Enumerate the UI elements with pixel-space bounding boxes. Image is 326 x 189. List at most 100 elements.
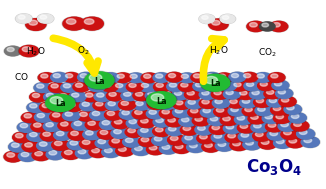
Circle shape <box>39 130 59 141</box>
Circle shape <box>156 74 163 78</box>
Circle shape <box>271 74 278 78</box>
Circle shape <box>262 113 280 123</box>
Circle shape <box>137 126 156 137</box>
Circle shape <box>230 99 237 104</box>
Circle shape <box>68 91 87 102</box>
Circle shape <box>174 91 182 95</box>
Circle shape <box>255 106 273 116</box>
Circle shape <box>37 84 44 88</box>
Circle shape <box>203 108 210 113</box>
Circle shape <box>238 131 256 142</box>
Circle shape <box>108 137 128 148</box>
Circle shape <box>158 99 177 110</box>
Circle shape <box>29 20 37 25</box>
Circle shape <box>30 92 47 102</box>
Circle shape <box>247 21 265 32</box>
Circle shape <box>141 137 149 142</box>
Circle shape <box>78 72 94 82</box>
Circle shape <box>112 82 130 92</box>
Circle shape <box>277 121 297 132</box>
Circle shape <box>228 133 235 138</box>
Circle shape <box>63 17 85 30</box>
Circle shape <box>287 105 294 110</box>
Circle shape <box>226 90 233 95</box>
Circle shape <box>115 145 135 156</box>
Text: La: La <box>94 77 105 86</box>
Circle shape <box>281 129 299 139</box>
Circle shape <box>199 98 216 108</box>
Circle shape <box>32 150 50 161</box>
Circle shape <box>21 141 41 152</box>
Circle shape <box>79 100 97 111</box>
Circle shape <box>284 104 302 114</box>
Circle shape <box>256 98 264 103</box>
Circle shape <box>75 83 83 87</box>
Circle shape <box>206 74 214 78</box>
Circle shape <box>119 109 137 119</box>
Circle shape <box>261 113 281 124</box>
Circle shape <box>104 110 123 120</box>
Circle shape <box>88 72 106 83</box>
Circle shape <box>52 140 70 150</box>
Circle shape <box>161 101 169 105</box>
Circle shape <box>153 117 171 127</box>
Circle shape <box>254 97 271 107</box>
Circle shape <box>289 139 297 143</box>
Circle shape <box>199 90 216 99</box>
Circle shape <box>259 22 275 31</box>
Circle shape <box>201 141 221 153</box>
Circle shape <box>199 89 217 100</box>
Circle shape <box>31 150 51 161</box>
Circle shape <box>36 140 55 151</box>
Circle shape <box>283 104 302 115</box>
Text: $\rm O_2$: $\rm O_2$ <box>77 45 89 57</box>
Circle shape <box>165 125 184 136</box>
Circle shape <box>181 134 201 145</box>
Circle shape <box>153 126 170 136</box>
Circle shape <box>216 108 224 112</box>
Circle shape <box>126 118 144 129</box>
Circle shape <box>162 145 170 149</box>
Circle shape <box>236 89 255 100</box>
Circle shape <box>68 130 86 140</box>
Circle shape <box>223 89 241 99</box>
Circle shape <box>46 122 53 127</box>
Circle shape <box>71 120 89 130</box>
Circle shape <box>192 115 211 126</box>
Circle shape <box>168 118 175 122</box>
Circle shape <box>138 82 156 92</box>
Circle shape <box>153 82 171 92</box>
Circle shape <box>278 96 297 107</box>
Circle shape <box>102 73 119 83</box>
Circle shape <box>63 73 80 82</box>
Circle shape <box>7 153 15 157</box>
Circle shape <box>84 119 103 130</box>
Circle shape <box>290 120 309 131</box>
Circle shape <box>214 134 222 138</box>
Circle shape <box>93 101 110 111</box>
Circle shape <box>101 146 121 158</box>
Circle shape <box>227 98 244 108</box>
Circle shape <box>166 125 184 136</box>
Circle shape <box>223 123 242 134</box>
Circle shape <box>15 14 32 23</box>
Circle shape <box>180 124 199 136</box>
Circle shape <box>129 83 136 87</box>
Circle shape <box>25 18 47 31</box>
Circle shape <box>43 92 61 102</box>
Circle shape <box>151 135 170 146</box>
Circle shape <box>95 138 113 148</box>
Circle shape <box>215 99 222 104</box>
Circle shape <box>141 119 148 123</box>
Circle shape <box>137 117 156 128</box>
Circle shape <box>69 92 86 102</box>
Circle shape <box>160 90 178 100</box>
Circle shape <box>281 98 289 102</box>
Circle shape <box>124 92 131 96</box>
Circle shape <box>240 72 259 82</box>
Circle shape <box>109 92 116 96</box>
Circle shape <box>126 82 143 92</box>
Circle shape <box>77 111 95 121</box>
Circle shape <box>273 22 280 27</box>
Circle shape <box>146 91 177 109</box>
